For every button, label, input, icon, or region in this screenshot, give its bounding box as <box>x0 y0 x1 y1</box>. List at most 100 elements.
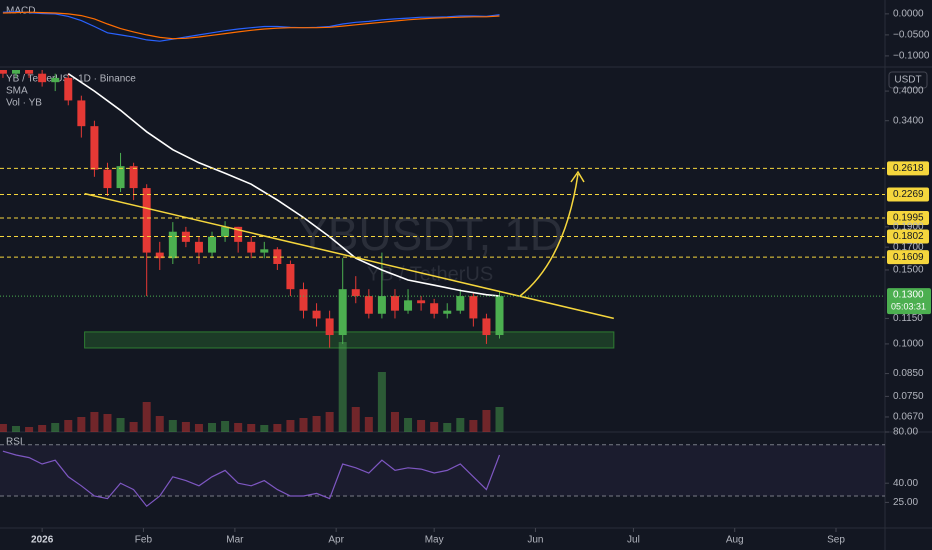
candle-body <box>312 310 321 319</box>
level-badge <box>887 210 929 225</box>
y-tick-label: 0.3400 <box>893 115 924 126</box>
level-label: 0.1995 <box>893 213 924 224</box>
currency-box[interactable] <box>888 71 928 89</box>
x-tick-label: May <box>425 535 444 546</box>
volume-bar <box>299 418 308 432</box>
volume-bar <box>377 372 386 432</box>
level-badge <box>887 187 929 202</box>
candle-body <box>64 77 73 101</box>
volume-bar <box>221 421 230 432</box>
candle-body <box>208 236 217 253</box>
volume-bar <box>181 422 190 432</box>
candle-body <box>404 300 413 311</box>
x-tick-label: Aug <box>726 535 744 546</box>
volume-bar <box>417 420 426 432</box>
volume-bar <box>430 422 439 432</box>
watermark: YBUSDT, 1D <box>297 208 563 260</box>
volume-bar <box>129 422 138 432</box>
y-tick-label: 0.0000 <box>893 9 924 20</box>
volume-bar <box>404 418 413 432</box>
candle-body <box>38 73 47 83</box>
level-badge <box>887 161 929 176</box>
volume-bar <box>234 423 243 432</box>
candle-body <box>260 249 269 253</box>
macd-line <box>2 11 500 40</box>
candle-body <box>234 226 243 242</box>
currency[interactable]: USDT <box>894 75 921 86</box>
volume-bar <box>338 342 347 432</box>
y-tick-label: 25.00 <box>893 497 918 508</box>
y-tick-label: −0.0500 <box>893 30 930 41</box>
candle-body <box>168 231 177 259</box>
candle-body <box>25 70 34 74</box>
candle-body <box>417 300 426 304</box>
volume-bar <box>142 402 151 432</box>
candle-body <box>430 303 439 314</box>
y-tick-label: 0.0750 <box>893 391 924 402</box>
candle-body <box>325 318 334 336</box>
macd-pane <box>2 11 500 42</box>
support-zone <box>84 331 615 349</box>
rsi-band <box>0 444 885 496</box>
volume-bar <box>286 420 295 432</box>
last-price-badge <box>887 288 931 315</box>
candle-body <box>155 252 164 259</box>
volume-bar <box>38 425 47 432</box>
volume-bar <box>325 412 334 432</box>
volume-bar <box>495 407 504 432</box>
candle-body <box>90 126 99 170</box>
y-tick-label: 0.1500 <box>893 265 924 276</box>
x-tick-label: Jul <box>627 535 640 546</box>
candle-body <box>338 289 347 336</box>
volume-bar <box>456 418 465 432</box>
x-tick-label: 2026 <box>31 535 54 546</box>
candle-body <box>299 289 308 311</box>
volume-bar <box>12 426 21 432</box>
x-tick-label: Mar <box>226 535 244 546</box>
x-tick-label: Feb <box>135 535 153 546</box>
candle-body <box>364 296 373 314</box>
rsi-line <box>2 450 501 508</box>
volume-bar <box>77 417 86 432</box>
candle-body <box>247 241 256 253</box>
volume-bar <box>208 423 217 432</box>
candle-body <box>116 166 125 189</box>
y-tick-label: −0.1000 <box>893 51 930 62</box>
candle-body <box>103 169 112 189</box>
level-label: 0.2618 <box>893 163 924 174</box>
candle-body <box>377 296 386 314</box>
candle-body <box>12 70 21 74</box>
y-tick-label: 40.00 <box>893 478 918 489</box>
level-label: 0.1609 <box>893 252 924 263</box>
y-tick-label: 80.00 <box>893 427 918 438</box>
volume-bar <box>273 424 282 432</box>
volume-bar <box>312 416 321 432</box>
candle-body <box>443 310 452 314</box>
y-tick-label: 0.1150 <box>893 313 923 324</box>
volume-bar <box>443 423 452 432</box>
level-badge <box>887 229 929 244</box>
sma-line <box>67 73 500 297</box>
sma-legend: SMA <box>6 86 28 97</box>
volume-bar <box>103 414 112 432</box>
volume-bar <box>194 424 203 432</box>
volume-bar <box>155 416 164 432</box>
volume-bar <box>469 420 478 432</box>
candle-body <box>142 188 151 253</box>
last-price-label: 0.1300 <box>893 290 924 301</box>
candle-body <box>456 296 465 311</box>
x-tick-label: Sep <box>827 535 845 546</box>
volume-bar <box>390 412 399 432</box>
candle-body <box>482 318 491 336</box>
candle-body <box>390 296 399 311</box>
y-tick-label: 0.0670 <box>893 412 924 423</box>
volume-bar <box>260 425 269 432</box>
volume-legend: Vol · YB <box>6 98 42 109</box>
y-tick-label: 0.4000 <box>893 86 924 97</box>
price-pane <box>0 70 615 432</box>
volume-bar <box>482 410 491 432</box>
candle-body <box>194 241 203 253</box>
